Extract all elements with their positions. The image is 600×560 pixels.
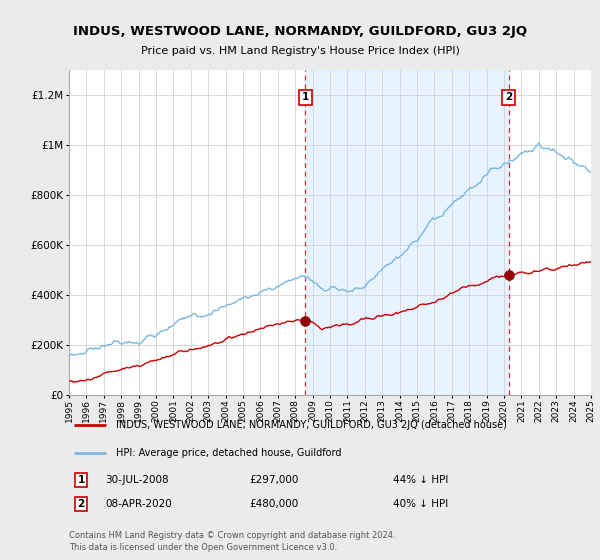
Text: £480,000: £480,000: [249, 499, 298, 509]
Text: 2: 2: [77, 499, 85, 509]
Text: £297,000: £297,000: [249, 475, 298, 485]
Text: 30-JUL-2008: 30-JUL-2008: [105, 475, 169, 485]
Text: 08-APR-2020: 08-APR-2020: [105, 499, 172, 509]
Text: INDUS, WESTWOOD LANE, NORMANDY, GUILDFORD, GU3 2JQ: INDUS, WESTWOOD LANE, NORMANDY, GUILDFOR…: [73, 25, 527, 38]
Text: HPI: Average price, detached house, Guildford: HPI: Average price, detached house, Guil…: [116, 448, 341, 458]
Text: 1: 1: [302, 92, 309, 102]
Text: 40% ↓ HPI: 40% ↓ HPI: [393, 499, 448, 509]
Text: 44% ↓ HPI: 44% ↓ HPI: [393, 475, 448, 485]
Text: INDUS, WESTWOOD LANE, NORMANDY, GUILDFORD, GU3 2JQ (detached house): INDUS, WESTWOOD LANE, NORMANDY, GUILDFOR…: [116, 420, 507, 430]
Text: 1: 1: [77, 475, 85, 485]
Bar: [305, 70, 509, 395]
Text: 2: 2: [505, 92, 512, 102]
Text: Contains HM Land Registry data © Crown copyright and database right 2024.
This d: Contains HM Land Registry data © Crown c…: [69, 531, 395, 552]
Text: Price paid vs. HM Land Registry's House Price Index (HPI): Price paid vs. HM Land Registry's House …: [140, 46, 460, 56]
